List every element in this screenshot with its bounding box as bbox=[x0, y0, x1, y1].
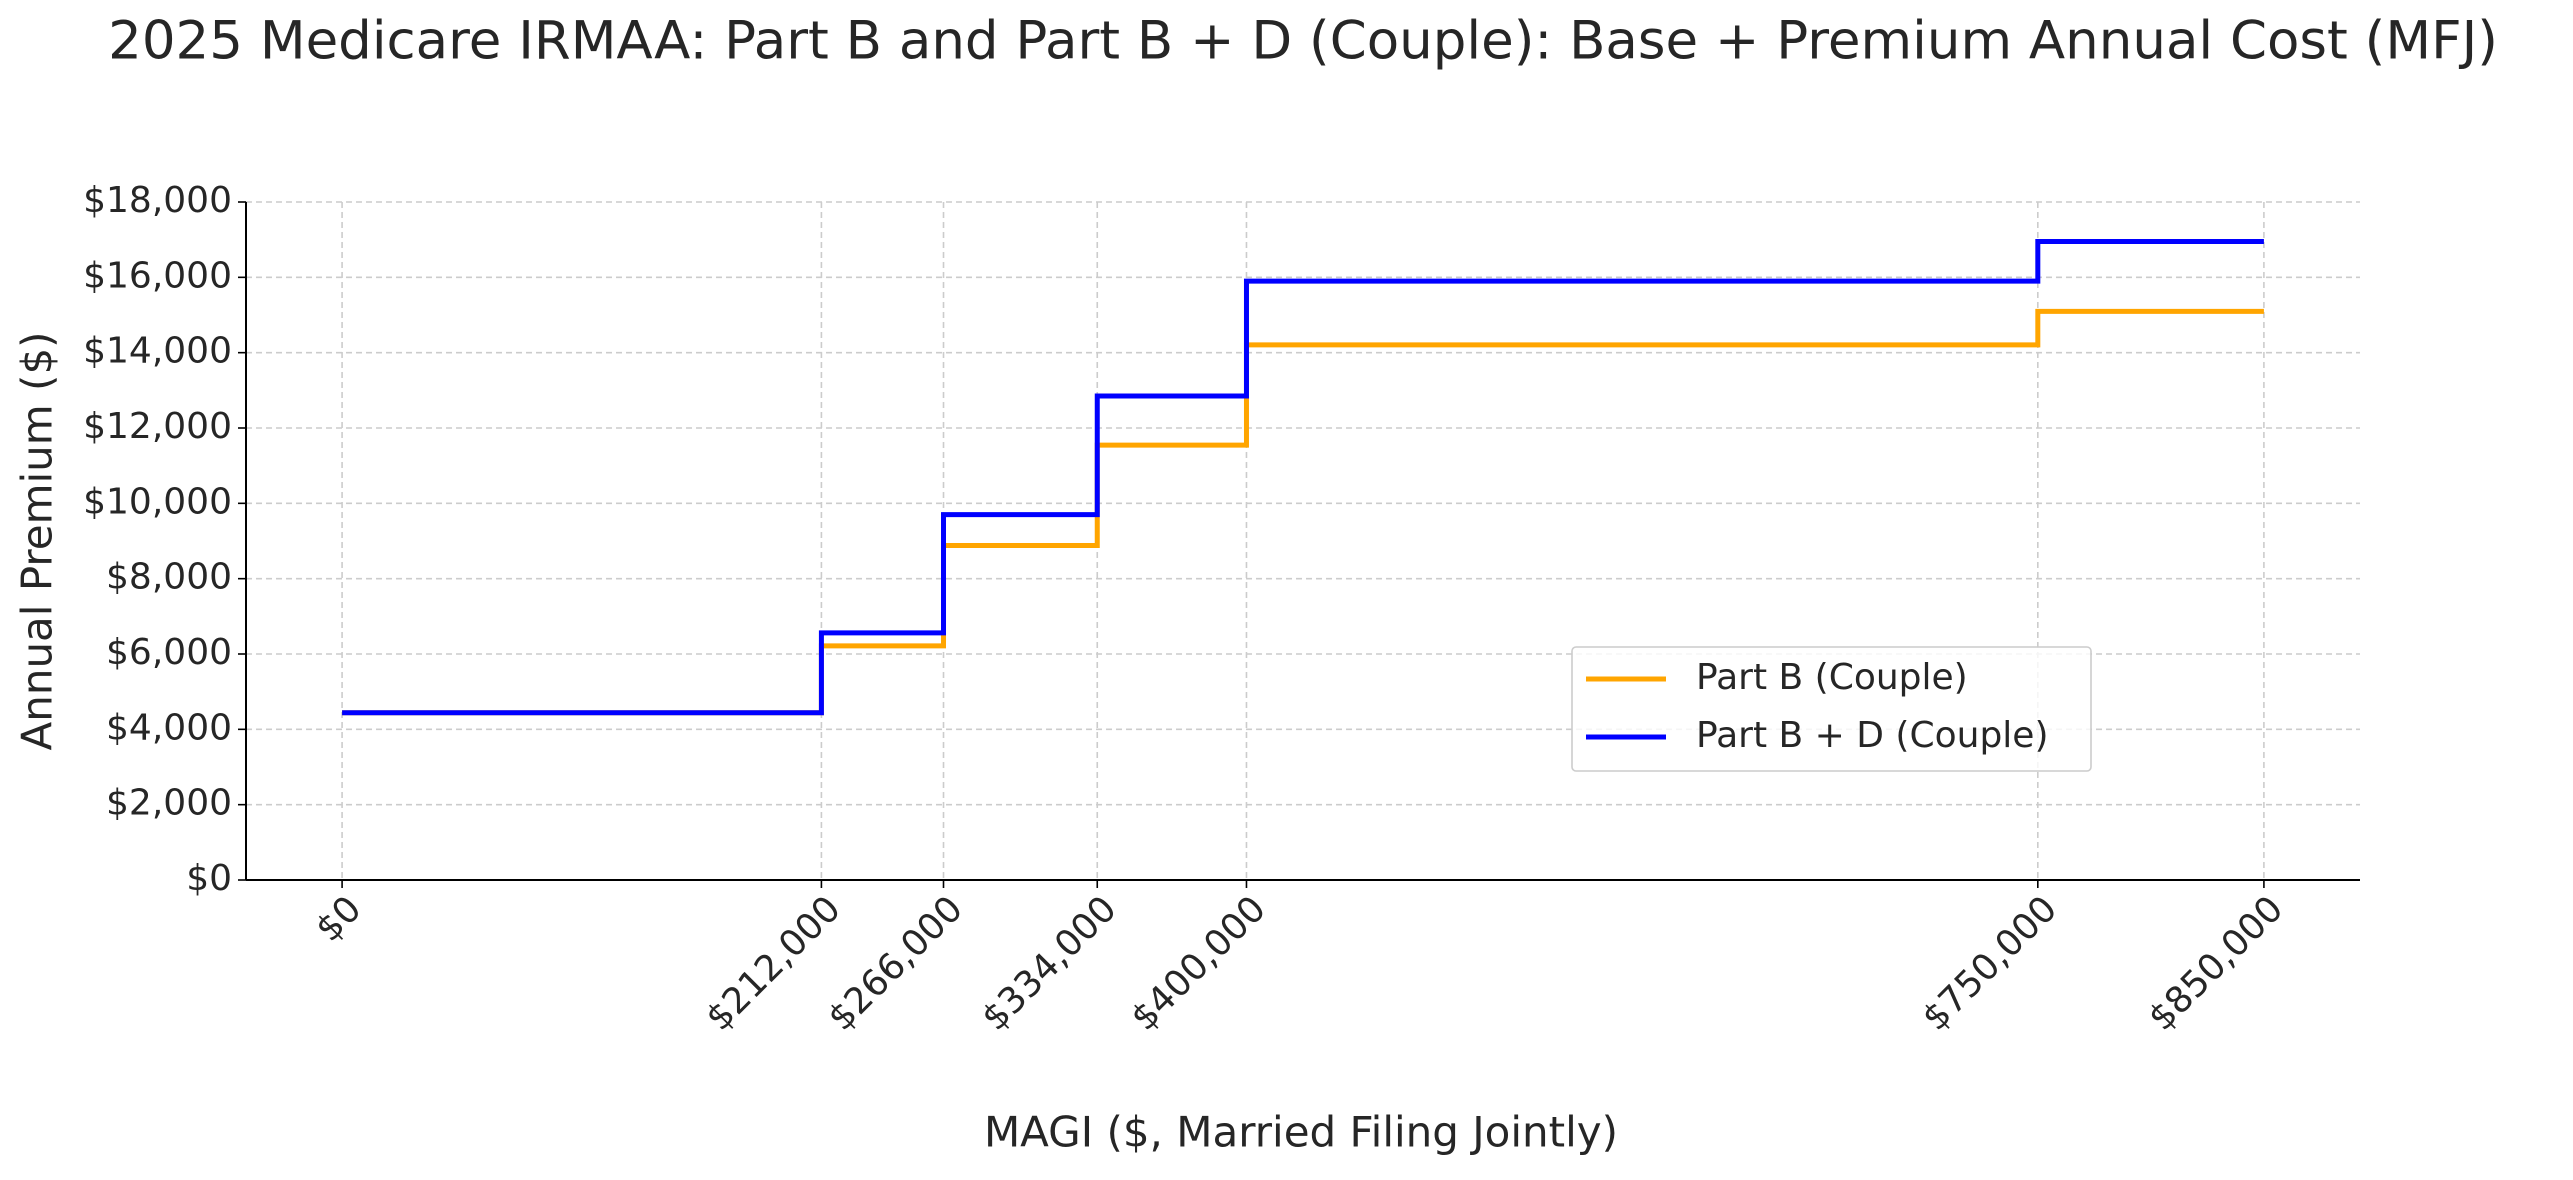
x-tick-label: $850,000 bbox=[2141, 888, 2291, 1038]
y-axis-label: Annual Premium ($) bbox=[13, 331, 62, 750]
y-tick-label: $8,000 bbox=[106, 557, 232, 598]
y-tick-label: $14,000 bbox=[83, 331, 232, 372]
x-tick-label: $334,000 bbox=[974, 888, 1124, 1038]
chart-title: 2025 Medicare IRMAA: Part B and Part B +… bbox=[108, 11, 2498, 72]
y-tick-label: $12,000 bbox=[83, 406, 232, 447]
x-tick-label: $266,000 bbox=[820, 888, 970, 1038]
y-tick-label: $18,000 bbox=[83, 180, 232, 221]
x-axis-label: MAGI ($, Married Filing Jointly) bbox=[984, 1108, 1618, 1157]
legend-box bbox=[1571, 646, 2092, 772]
y-tick-label: $4,000 bbox=[106, 707, 232, 748]
y-tick-label: $6,000 bbox=[106, 632, 232, 673]
y-tick-label: $2,000 bbox=[106, 783, 232, 824]
x-tick-label: $400,000 bbox=[1123, 888, 1273, 1038]
y-tick-label: $10,000 bbox=[83, 481, 232, 522]
series-line bbox=[342, 239, 2264, 716]
legend-label: Part B + D (Couple) bbox=[1696, 715, 2049, 756]
legend-label: Part B (Couple) bbox=[1696, 657, 1968, 698]
x-tick-label: $750,000 bbox=[1915, 888, 2065, 1038]
y-tick-label: $0 bbox=[186, 858, 232, 899]
x-tick-label: $0 bbox=[308, 888, 369, 949]
y-tick-label: $16,000 bbox=[83, 255, 232, 296]
